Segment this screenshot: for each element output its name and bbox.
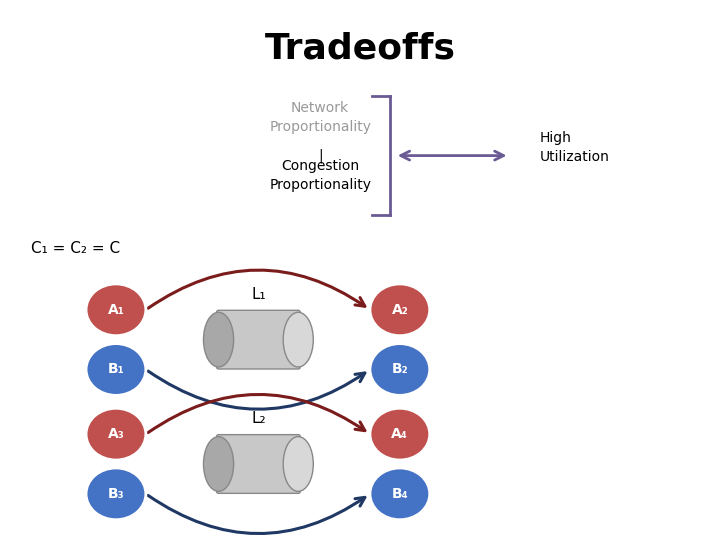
- Ellipse shape: [370, 468, 430, 519]
- Text: A₂: A₂: [392, 303, 408, 317]
- FancyArrowPatch shape: [148, 270, 365, 308]
- Text: High
Utilization: High Utilization: [539, 131, 609, 164]
- Ellipse shape: [86, 284, 146, 336]
- Ellipse shape: [283, 312, 313, 367]
- Text: A₃: A₃: [107, 427, 125, 441]
- Text: B₂: B₂: [392, 362, 408, 376]
- Text: B₁: B₁: [107, 362, 125, 376]
- FancyArrowPatch shape: [148, 371, 365, 409]
- Ellipse shape: [86, 343, 146, 395]
- Ellipse shape: [370, 408, 430, 460]
- Ellipse shape: [370, 343, 430, 395]
- Text: Congestion
Proportionality: Congestion Proportionality: [269, 159, 371, 192]
- FancyBboxPatch shape: [217, 435, 300, 494]
- Text: C₁ = C₂ = C: C₁ = C₂ = C: [31, 241, 120, 255]
- Text: L₂: L₂: [251, 411, 266, 426]
- Ellipse shape: [204, 312, 233, 367]
- Ellipse shape: [283, 437, 313, 491]
- Text: L₁: L₁: [251, 287, 266, 302]
- FancyArrowPatch shape: [148, 394, 365, 433]
- Text: A₄: A₄: [392, 427, 408, 441]
- Text: Tradeoffs: Tradeoffs: [264, 31, 456, 65]
- Ellipse shape: [370, 284, 430, 336]
- FancyBboxPatch shape: [217, 310, 300, 369]
- Ellipse shape: [86, 408, 146, 460]
- Text: B₄: B₄: [392, 487, 408, 501]
- FancyArrowPatch shape: [148, 495, 365, 534]
- Text: |: |: [318, 148, 323, 163]
- Ellipse shape: [204, 437, 233, 491]
- Text: Network
Proportionality: Network Proportionality: [269, 101, 371, 134]
- Text: A₁: A₁: [107, 303, 125, 317]
- Ellipse shape: [86, 468, 146, 519]
- Text: B₃: B₃: [107, 487, 125, 501]
